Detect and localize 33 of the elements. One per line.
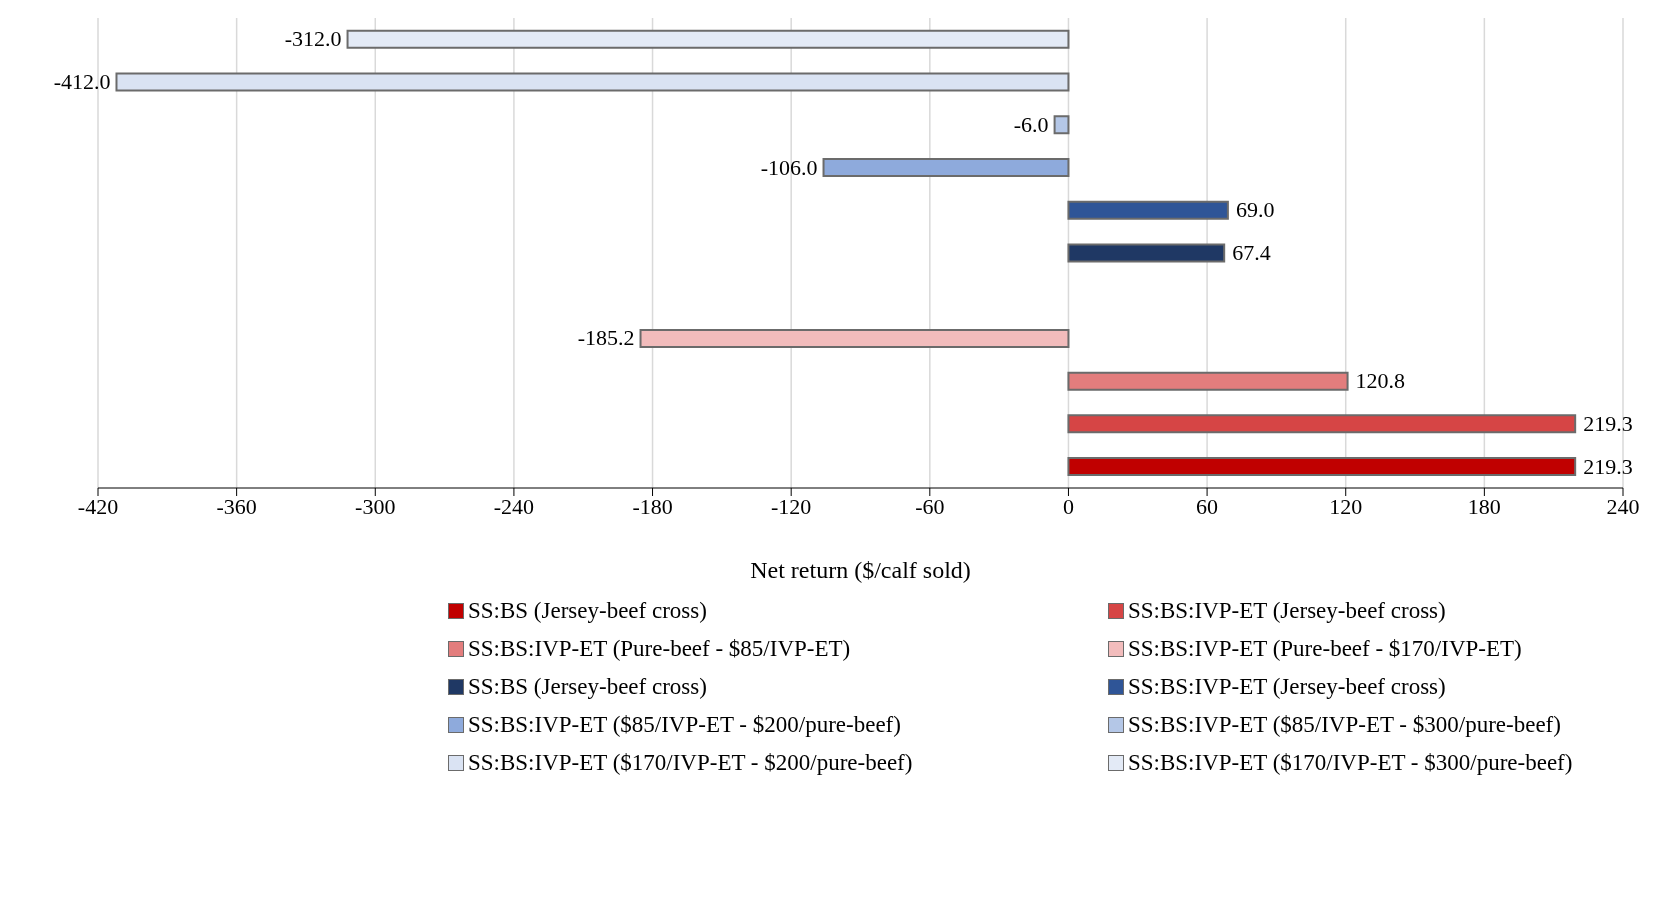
- legend-label: SS:BS (Jersey-beef cross): [468, 674, 707, 700]
- data-label: 67.4: [1232, 239, 1271, 265]
- legend-label: SS:BS:IVP-ET (Pure-beef - $170/IVP-ET): [1128, 636, 1522, 662]
- data-label: 219.3: [1583, 410, 1633, 436]
- data-label: 69.0: [1235, 197, 1275, 223]
- legend-label: SS:BS:IVP-ET (Pure-beef - $85/IVP-ET): [468, 636, 851, 662]
- x-tick-label: -240: [493, 493, 535, 519]
- data-label: -412.0: [53, 69, 111, 95]
- legend-label: SS:BS:IVP-ET (Jersey-beef cross): [1128, 674, 1446, 700]
- data-label: 120.8: [1355, 368, 1406, 394]
- x-tick-label: -120: [771, 493, 812, 519]
- data-label: -106.0: [760, 154, 818, 180]
- data-label: -312.0: [284, 26, 342, 52]
- x-tick-label: 60: [1196, 493, 1219, 519]
- x-axis-title: Net return ($/calf sold): [750, 557, 971, 583]
- legend-label: SS:BS:IVP-ET ($85/IVP-ET - $300/pure-beef): [1128, 712, 1561, 738]
- x-tick-label: -60: [915, 493, 945, 519]
- legend-label: SS:BS:IVP-ET (Jersey-beef cross): [1128, 598, 1446, 624]
- legend-label: SS:BS:IVP-ET ($170/IVP-ET - $200/pure-beef): [468, 750, 913, 776]
- x-tick-label: -360: [216, 493, 257, 519]
- data-label: -185.2: [577, 325, 635, 351]
- legend-label: SS:BS:IVP-ET ($170/IVP-ET - $300/pure-beef): [1128, 750, 1573, 776]
- x-tick-label: 0: [1062, 493, 1074, 519]
- legend-label: SS:BS:IVP-ET ($85/IVP-ET - $200/pure-beef): [468, 712, 901, 738]
- x-tick-label: 120: [1329, 493, 1363, 519]
- x-tick-label: 240: [1606, 493, 1640, 519]
- legend-label: SS:BS (Jersey-beef cross): [468, 598, 707, 624]
- data-label: -6.0: [1013, 111, 1049, 137]
- data-label: 219.3: [1583, 453, 1633, 479]
- x-tick-label: -300: [355, 493, 396, 519]
- x-tick-label: -420: [77, 493, 119, 519]
- x-tick-label: 180: [1467, 493, 1501, 519]
- x-tick-label: -180: [632, 493, 673, 519]
